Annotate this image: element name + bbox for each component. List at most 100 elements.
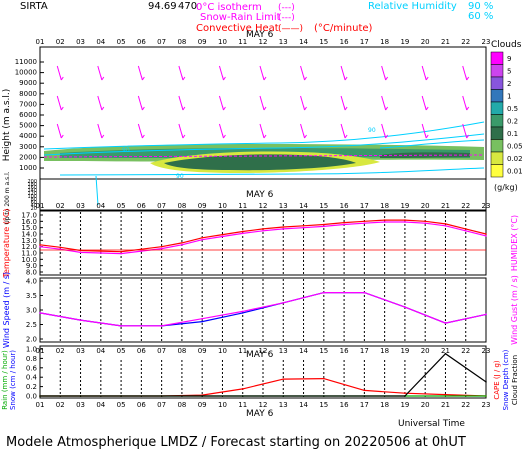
cloud-legend-level-9: 9 (507, 55, 511, 63)
rain-point-0-17 (363, 389, 366, 392)
temperature-series (39, 219, 487, 255)
rain-point-0-15 (323, 377, 325, 380)
mid-hour-label-04: 04 (96, 202, 105, 210)
cloud-legend-level-0.5: 0.5 (507, 105, 518, 113)
date-label-bottom: MAY 6 (246, 409, 274, 419)
snow-depth-y-label: Snow Depth (cm) (502, 349, 510, 410)
temperature-tick-10.0: 10.0 (21, 256, 37, 264)
temperature-point-1-11 (241, 232, 244, 235)
temperature-point-1-06 (140, 250, 143, 252)
temperature-tick-8.0: 8.0 (26, 269, 37, 277)
bottom-hour-label-02: 02 (56, 401, 65, 409)
cloud-y-low-tick-200: 200 (27, 179, 37, 185)
wind-barb-18-2 (381, 123, 389, 139)
wind-barb-08-1 (178, 95, 186, 111)
wind-point-1-23 (485, 313, 487, 316)
temperature-point-1-09 (201, 238, 203, 241)
temperature-point-1-07 (160, 247, 163, 250)
bottom-hour-label-09: 09 (198, 401, 207, 409)
wind-point-1-01 (39, 312, 41, 314)
temperature-point-1-22 (464, 230, 467, 232)
wind-barb-04-0 (97, 65, 105, 81)
cloud-legend-swatch-0.1 (490, 126, 504, 140)
temperature-point-0-20 (424, 220, 426, 223)
legend-convective-label: Convective Heat (196, 23, 279, 34)
top-hour-label-15: 15 (319, 38, 328, 46)
wind-tick-4.0: 4.0 (26, 278, 37, 286)
bottom-hour-label-06: 06 (137, 401, 146, 409)
rain-hour-label-23: 23 (482, 347, 491, 355)
rain-point-2-13 (282, 395, 285, 397)
wind-barb-06-0 (137, 65, 145, 81)
station-coords: 94.69 (148, 1, 177, 12)
legend-isotherm-label: 0°C isotherm (196, 2, 262, 13)
temperature-point-0-16 (343, 221, 345, 224)
cloud-panel: 90 90 90 1100010000900080007000600050004… (2, 40, 523, 225)
wind-point-1-03 (79, 319, 82, 321)
rain-panel: 1.00.80.6 0.40.2 0.0 Rain (mm / hour) Snow… (1, 345, 519, 410)
wind-barb-16-1 (340, 95, 348, 111)
cloud-y-tick-7000: 7000 (19, 100, 37, 108)
cloud-legend-title: Clouds (491, 40, 522, 50)
temperature-y-label: Temperature (°C) (2, 208, 11, 278)
wind-point-1-13 (282, 301, 285, 304)
temperature-point-0-14 (302, 224, 305, 227)
rain-series-2 (40, 352, 487, 397)
bottom-hour-label-19: 19 (400, 401, 409, 409)
rh-contour-label-3: 90 (176, 173, 184, 180)
temperature-point-0-22 (464, 228, 467, 230)
top-hour-label-12: 12 (259, 38, 268, 46)
mid-hour-label-13: 13 (279, 202, 288, 210)
wind-y-ticks: 4.0 3.5 3.0 2.5 2.0 (26, 278, 43, 344)
bottom-hour-label-11: 11 (238, 401, 247, 409)
rain-hour-label-11: 11 (238, 347, 247, 355)
mid-hour-label-02: 02 (56, 202, 65, 210)
rh-contour-5 (379, 139, 485, 149)
cloud-y-label-low: Up to 200 m a.s.l. (4, 171, 11, 224)
cloud-y-tick-3000: 3000 (19, 143, 37, 151)
bottom-hour-label-14: 14 (299, 401, 308, 409)
mid-hour-label-22: 22 (461, 202, 470, 210)
temperature-point-0-11 (241, 230, 244, 233)
mid-hour-label-12: 12 (259, 202, 268, 210)
bottom-hour-label-18: 18 (380, 401, 389, 409)
temperature-point-0-05 (120, 250, 122, 253)
temperature-point-0-12 (262, 228, 264, 230)
wind-barb-22-1 (462, 95, 470, 111)
wind-tick-2.0: 2.0 (26, 336, 37, 344)
wind-tick-2.5: 2.5 (26, 321, 37, 329)
top-hour-label-22: 22 (461, 38, 470, 46)
bottom-hour-label-23: 23 (482, 401, 491, 409)
cloud-legend-swatch-0.02 (490, 151, 504, 165)
cape-y-label: CAPE (J / g) (493, 360, 501, 400)
bottom-hour-label-21: 21 (441, 401, 450, 409)
cloud-legend-swatch-1 (490, 89, 504, 103)
wind-point-1-07 (160, 325, 163, 327)
rh-contour-1 (43, 133, 485, 156)
rain-hour-label-10: 10 (218, 347, 227, 355)
rain-tick-0.6: 0.6 (26, 364, 38, 372)
temperature-point-1-10 (221, 235, 224, 238)
mid-hour-label-17: 17 (360, 202, 369, 210)
wind-barb-22-0 (462, 65, 470, 81)
rain-point-2-11 (241, 395, 244, 397)
temperature-tick-12.0: 12.0 (21, 243, 37, 251)
top-hour-label-23: 23 (482, 38, 491, 46)
wind-panel: 4.0 3.5 3.0 2.5 2.0 Wind Speed (m / s) Wind … (2, 272, 519, 348)
rain-point-2-15 (323, 395, 325, 397)
temperature-point-1-16 (343, 223, 345, 226)
bottom-hour-label-22: 22 (461, 401, 470, 409)
temperature-point-1-17 (363, 222, 366, 225)
mid-hour-label-14: 14 (299, 202, 308, 210)
wind-point-1-15 (323, 291, 325, 294)
rain-point-2-09 (201, 395, 203, 397)
cloud-y-tick-10000: 10000 (15, 69, 37, 77)
temperature-point-1-04 (100, 252, 102, 254)
rain-hour-label-02: 02 (56, 347, 65, 355)
top-hour-label-04: 04 (96, 38, 105, 46)
cloud-legend-level-1: 1 (507, 93, 511, 101)
wind-barb-14-2 (300, 123, 307, 139)
cloud-legend: 9 5 2 1 0.5 0.2 0.1 0.05 0.02 0.01 (490, 51, 523, 178)
rain-hour-label-18: 18 (380, 347, 389, 355)
